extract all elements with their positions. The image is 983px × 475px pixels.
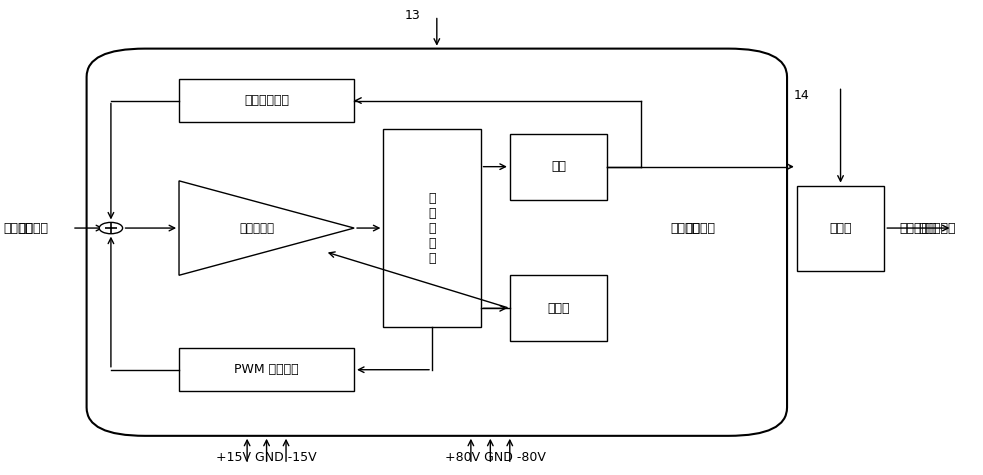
Text: +80V GND -80V: +80V GND -80V (444, 451, 546, 464)
FancyBboxPatch shape (510, 276, 607, 342)
Polygon shape (179, 181, 354, 276)
Text: 保护板: 保护板 (548, 302, 570, 315)
FancyBboxPatch shape (179, 349, 354, 391)
Text: PWM 信号反馈: PWM 信号反馈 (234, 363, 299, 376)
FancyBboxPatch shape (383, 129, 481, 327)
Text: 功放输入: 功放输入 (19, 221, 48, 235)
Text: 功放输入: 功放输入 (4, 221, 33, 235)
Text: 模拟信号反馈: 模拟信号反馈 (244, 94, 289, 107)
Text: 变压器输出: 变压器输出 (899, 221, 937, 235)
Text: +15V GND -15V: +15V GND -15V (216, 451, 317, 464)
FancyBboxPatch shape (179, 79, 354, 122)
Text: 14: 14 (793, 89, 810, 102)
Text: 功放输出: 功放输出 (685, 221, 715, 235)
Text: 13: 13 (405, 9, 421, 22)
Text: 解调: 解调 (550, 160, 566, 173)
Text: 功放输出: 功放输出 (669, 221, 700, 235)
Text: 变压器输出: 变压器输出 (918, 221, 955, 235)
FancyBboxPatch shape (87, 48, 787, 436)
Text: 变压器: 变压器 (830, 221, 852, 235)
Text: 栅极驱动器: 栅极驱动器 (239, 221, 274, 235)
FancyBboxPatch shape (510, 133, 607, 200)
FancyBboxPatch shape (797, 186, 885, 271)
Text: 开
关
输
出
级: 开 关 输 出 级 (429, 191, 435, 265)
Circle shape (99, 222, 123, 234)
